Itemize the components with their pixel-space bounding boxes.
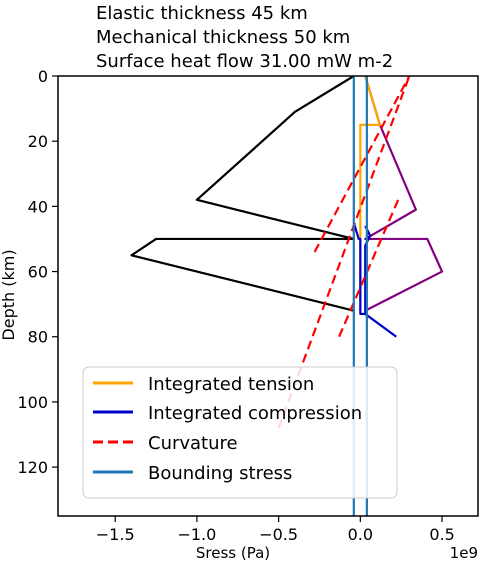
- x-tick-label: 0.5: [429, 525, 454, 544]
- y-tick-label: 120: [17, 458, 48, 477]
- x-tick-label: 0.0: [348, 525, 373, 544]
- y-tick-label: 100: [17, 393, 48, 412]
- axis-ticks: −1.5 −1.0 −0.5 0.0 0.5 0 20 40 60 80 100 120: [17, 67, 454, 544]
- plot-frame: [57, 75, 479, 517]
- chart-title: Elastic thickness 45 km Mechanical thick…: [96, 3, 393, 72]
- y-tick-label: 60: [28, 263, 48, 282]
- legend-label-integrated-compression: Integrated compression: [148, 403, 362, 424]
- series-integrated-tension: [359, 76, 382, 311]
- legend-frame: [82, 366, 398, 499]
- y-tick-label: 40: [28, 197, 48, 216]
- legend-label-bounding-stress: Bounding stress: [148, 463, 292, 484]
- y-tick-label: 80: [28, 328, 48, 347]
- x-scale-label: 1e9: [450, 544, 478, 562]
- x-tick-label: −1.0: [177, 525, 216, 544]
- legend-label-curvature: Curvature: [148, 433, 238, 454]
- x-tick-label: −1.5: [96, 525, 135, 544]
- title-line-2: Mechanical thickness 50 km: [96, 27, 350, 48]
- series-curvature-mid: [338, 196, 401, 338]
- x-tick-label: −0.5: [259, 525, 298, 544]
- legend-label-integrated-tension: Integrated tension: [148, 374, 314, 395]
- x-axis-label: Sress (Pa): [196, 544, 270, 562]
- title-line-1: Elastic thickness 45 km: [96, 3, 308, 24]
- series-envelope-compression: [130, 76, 355, 312]
- y-axis-label: Depth (km): [0, 249, 18, 340]
- y-tick-label: 0: [38, 67, 48, 86]
- legend: Integrated tension Integrated compressio…: [82, 366, 398, 499]
- title-line-3: Surface heat flow 31.00 mW m-2: [96, 51, 393, 72]
- series-integrated-compression: [352, 222, 397, 338]
- series-curvature-upper: [313, 76, 411, 253]
- y-tick-label: 20: [28, 132, 48, 151]
